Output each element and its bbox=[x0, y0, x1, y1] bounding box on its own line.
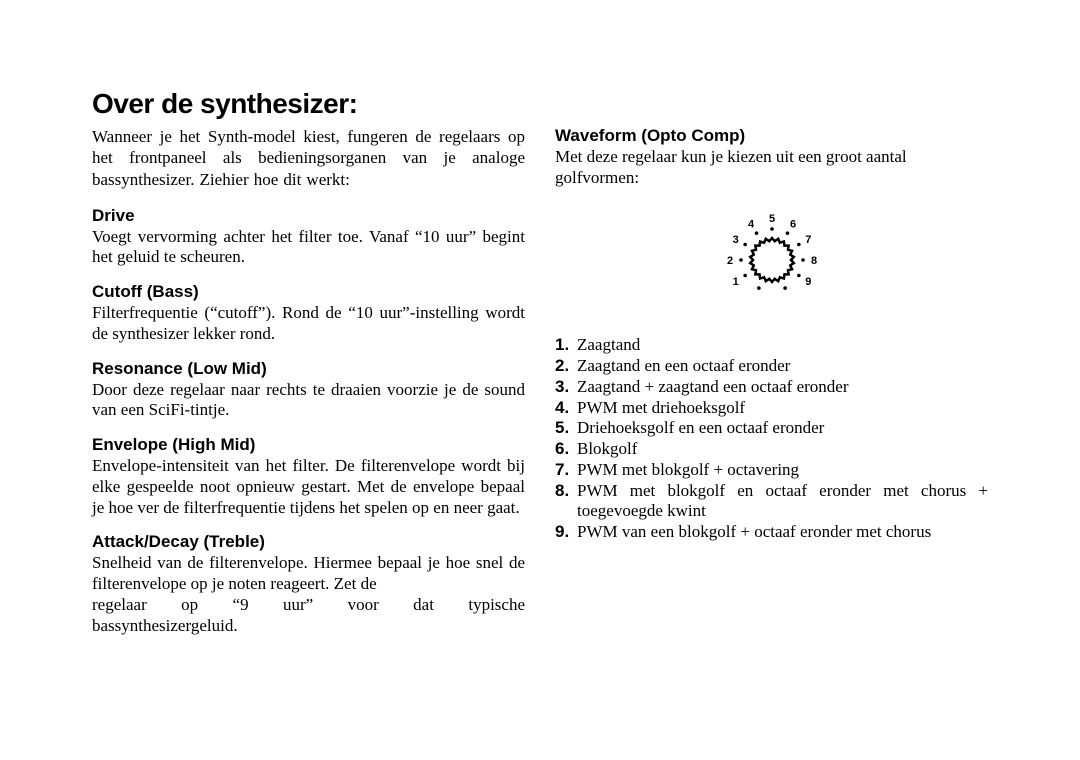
section-waveform: Waveform (Opto Comp) Met deze regelaar k… bbox=[555, 126, 988, 188]
svg-text:4: 4 bbox=[747, 219, 754, 231]
waveform-item-text: Driehoeksgolf en een octaaf eronder bbox=[577, 418, 988, 439]
heading-envelope: Envelope (High Mid) bbox=[92, 435, 525, 455]
svg-text:1: 1 bbox=[732, 276, 738, 288]
svg-text:3: 3 bbox=[732, 234, 738, 246]
waveform-item: 5.Driehoeksgolf en een octaaf eronder bbox=[555, 418, 988, 439]
waveform-item-text: Zaagtand en een octaaf eronder bbox=[577, 356, 988, 377]
body-attack: Snelheid van de filterenvelope. Hiermee … bbox=[92, 553, 525, 636]
body-resonance: Door deze regelaar naar rechts te draaie… bbox=[92, 380, 525, 421]
attack-line2: regelaar op “9 uur” voor dat typische bbox=[92, 595, 525, 616]
right-column: Waveform (Opto Comp) Met deze regelaar k… bbox=[555, 126, 988, 650]
waveform-item: 1.Zaagtand bbox=[555, 335, 988, 356]
waveform-item-number: 6. bbox=[555, 439, 577, 460]
waveform-item: 4.PWM met driehoeksgolf bbox=[555, 398, 988, 419]
waveform-item: 9.PWM van een blokgolf + octaaf eronder … bbox=[555, 522, 988, 543]
svg-text:7: 7 bbox=[805, 234, 811, 246]
section-cutoff: Cutoff (Bass) Filterfrequentie (“cutoff”… bbox=[92, 282, 525, 344]
heading-drive: Drive bbox=[92, 206, 525, 226]
waveform-item: 6.Blokgolf bbox=[555, 439, 988, 460]
section-attack: Attack/Decay (Treble) Snelheid van de fi… bbox=[92, 532, 525, 636]
page-title: Over de synthesizer: bbox=[92, 88, 988, 120]
svg-text:8: 8 bbox=[810, 255, 816, 267]
svg-text:2: 2 bbox=[726, 255, 732, 267]
attack-line1: Snelheid van de filterenvelope. Hiermee … bbox=[92, 553, 525, 593]
waveform-item-text: PWM met blokgolf en octaaf eronder met c… bbox=[577, 481, 988, 522]
waveform-item-number: 8. bbox=[555, 481, 577, 502]
waveform-list: 1.Zaagtand2.Zaagtand en een octaaf erond… bbox=[555, 335, 988, 542]
left-column: Wanneer je het Synth-model kiest, funger… bbox=[92, 126, 525, 650]
waveform-item-text: Zaagtand + zaagtand een octaaf eronder bbox=[577, 377, 988, 398]
waveform-item: 3.Zaagtand + zaagtand een octaaf eronder bbox=[555, 377, 988, 398]
svg-text:5: 5 bbox=[768, 213, 774, 225]
svg-text:9: 9 bbox=[805, 276, 811, 288]
intro-paragraph: Wanneer je het Synth-model kiest, funger… bbox=[92, 126, 525, 190]
body-waveform-intro: Met deze regelaar kun je kiezen uit een … bbox=[555, 147, 988, 188]
waveform-item-text: PWM van een blokgolf + octaaf eronder me… bbox=[577, 522, 988, 543]
heading-resonance: Resonance (Low Mid) bbox=[92, 359, 525, 379]
waveform-item-text: PWM met blokgolf + octavering bbox=[577, 460, 988, 481]
section-drive: Drive Voegt vervorming achter het filter… bbox=[92, 206, 525, 268]
knob-diagram: 1234 5 67 8 9 bbox=[555, 202, 988, 317]
waveform-item: 8.PWM met blokgolf en octaaf eronder met… bbox=[555, 481, 988, 522]
waveform-item-number: 3. bbox=[555, 377, 577, 398]
body-cutoff: Filterfrequentie (“cutoff”). Rond de “10… bbox=[92, 303, 525, 344]
attack-line3: bassynthesizergeluid. bbox=[92, 616, 525, 637]
waveform-item-number: 1. bbox=[555, 335, 577, 356]
waveform-item-number: 7. bbox=[555, 460, 577, 481]
waveform-item-number: 2. bbox=[555, 356, 577, 377]
svg-text:6: 6 bbox=[789, 219, 795, 231]
two-column-layout: Wanneer je het Synth-model kiest, funger… bbox=[92, 126, 988, 650]
waveform-item-text: Zaagtand bbox=[577, 335, 988, 356]
waveform-item-text: Blokgolf bbox=[577, 439, 988, 460]
body-envelope: Envelope-intensiteit van het filter. De … bbox=[92, 456, 525, 518]
heading-attack: Attack/Decay (Treble) bbox=[92, 532, 525, 552]
waveform-item-text: PWM met driehoeksgolf bbox=[577, 398, 988, 419]
heading-cutoff: Cutoff (Bass) bbox=[92, 282, 525, 302]
section-resonance: Resonance (Low Mid) Door deze regelaar n… bbox=[92, 359, 525, 421]
waveform-item: 2.Zaagtand en een octaaf eronder bbox=[555, 356, 988, 377]
body-drive: Voegt vervorming achter het filter toe. … bbox=[92, 227, 525, 268]
waveform-item: 7.PWM met blokgolf + octavering bbox=[555, 460, 988, 481]
waveform-item-number: 5. bbox=[555, 418, 577, 439]
waveform-item-number: 4. bbox=[555, 398, 577, 419]
waveform-item-number: 9. bbox=[555, 522, 577, 543]
heading-waveform: Waveform (Opto Comp) bbox=[555, 126, 988, 146]
knob-icon: 1234 5 67 8 9 bbox=[707, 202, 837, 312]
section-envelope: Envelope (High Mid) Envelope-intensiteit… bbox=[92, 435, 525, 518]
